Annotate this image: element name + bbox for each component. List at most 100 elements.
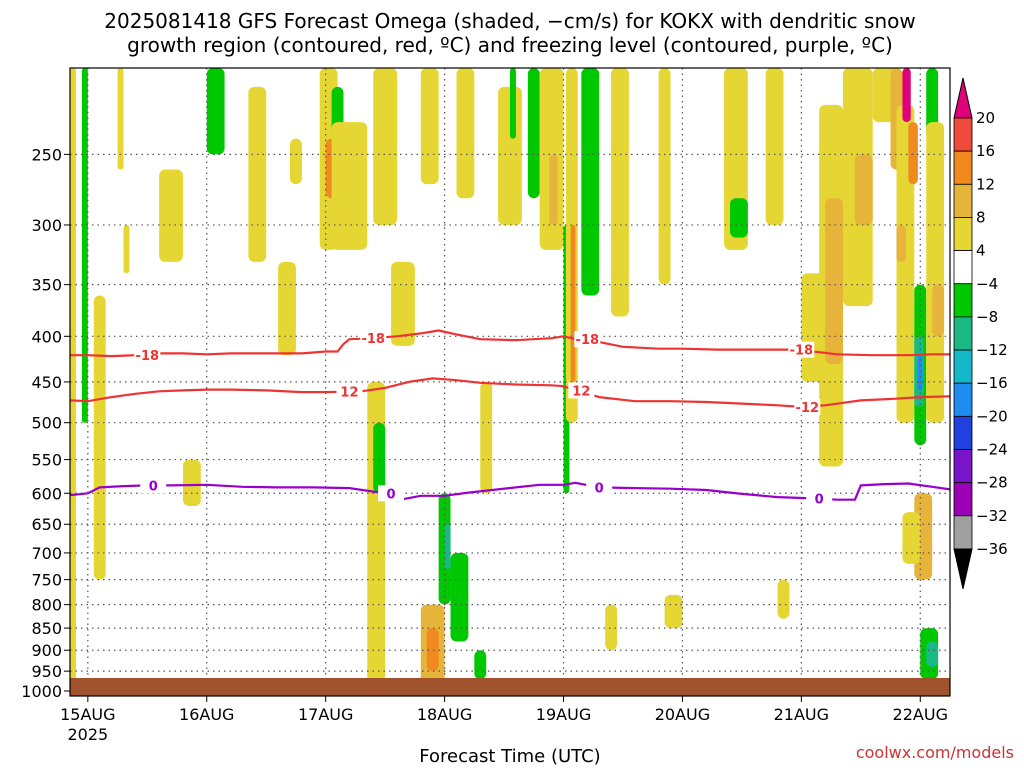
colorbar-segment: [953, 250, 973, 285]
y-tick-label: 700: [31, 544, 62, 563]
contour-label: -18: [790, 344, 814, 359]
omega-region: [373, 422, 386, 494]
omega-region: [917, 355, 923, 391]
omega-region: [777, 579, 790, 619]
colorbar-label: −36: [976, 540, 1008, 558]
y-tick-label: 400: [31, 327, 62, 346]
contour-label: 12: [572, 384, 590, 399]
colorbar-label: 20: [976, 109, 995, 127]
omega-region: [926, 68, 939, 139]
colorbar-segment: [953, 482, 973, 517]
omega-region: [605, 604, 618, 651]
y-tick-label: 650: [31, 515, 62, 534]
colorbar-label: 4: [976, 242, 986, 260]
omega-region: [498, 86, 522, 225]
omega-region: [420, 68, 439, 185]
y-tick-label: 550: [31, 451, 62, 470]
contour-label-bg: [378, 485, 405, 502]
x-tick-label: 20AUG: [655, 705, 710, 724]
omega-region: [206, 68, 225, 155]
omega-region: [765, 68, 784, 225]
omega-region: [117, 68, 124, 170]
omega-region: [456, 68, 475, 199]
omega-region: [480, 381, 493, 494]
omega-region: [444, 524, 451, 570]
omega-region: [896, 104, 915, 423]
y-tick-label: 750: [31, 571, 62, 590]
colorbar-label: −12: [976, 341, 1008, 359]
colorbar-top-arrow: [953, 77, 973, 119]
x-tick-label: 15AUG: [60, 705, 115, 724]
colorbar-segment: [953, 515, 973, 550]
omega-region: [93, 295, 106, 580]
omega-region: [527, 68, 540, 199]
colorbar-label: −4: [976, 275, 998, 293]
omega-region: [658, 68, 671, 285]
x-tick-label: 19AUG: [536, 705, 591, 724]
omega-region: [664, 594, 683, 629]
x-axis-ticks: 15AUG 16AUG 17AUG 18AUG 19AUG 20AUG 21AUG 22AUG…: [60, 696, 948, 744]
colorbar-label: 12: [976, 175, 995, 193]
omega-region: [331, 122, 368, 250]
y-axis-ticks: 250 300 350 400 450 500 550 600 650 700 750 800 850 9…: [21, 145, 70, 701]
chart-title-line2: growth region (contoured, red, ºC) and f…: [127, 33, 893, 57]
omega-region: [159, 169, 183, 262]
contour-label-bg: [134, 347, 161, 364]
omega-region: [570, 224, 576, 382]
y-tick-label: 450: [31, 373, 62, 392]
colorbar-segment: [953, 217, 973, 251]
colorbar-segment: [953, 349, 973, 384]
x-tick-label: 18AUG: [417, 705, 472, 724]
omega-region: [932, 284, 945, 337]
contour-label-bg: [336, 383, 363, 400]
omega-region: [290, 138, 302, 185]
contour-line: [69, 481, 951, 502]
contour-label-bg: [140, 477, 167, 494]
contour-label: 12: [340, 385, 358, 400]
colorbar-label: 16: [976, 142, 995, 160]
x-tick-year: 2025: [67, 725, 108, 744]
omega-region: [549, 154, 558, 225]
omega-region: [896, 224, 906, 262]
omega-region: [854, 154, 873, 225]
contour-label: -18: [136, 349, 160, 364]
omega-region: [426, 628, 439, 672]
omega-region: [730, 198, 748, 238]
y-tick-label: 950: [31, 662, 62, 681]
contour-label: 0: [815, 492, 824, 507]
contour-label-bg: [794, 398, 821, 415]
colorbar-segment: [953, 316, 973, 351]
colorbar-label: −32: [976, 507, 1008, 525]
y-tick-label: 300: [31, 216, 62, 235]
omega-region: [81, 68, 88, 423]
omega-region: [373, 68, 398, 225]
x-tick-label: 17AUG: [298, 705, 353, 724]
y-tick-label: 350: [31, 276, 62, 295]
omega-region: [123, 224, 130, 274]
omega-region: [182, 459, 201, 506]
x-tick-label: 22AUG: [893, 705, 948, 724]
colorbar-label: −28: [976, 474, 1008, 492]
omega-region: [908, 122, 918, 185]
omega-region: [510, 68, 516, 139]
colorbar-segment: [953, 449, 973, 484]
omega-region: [926, 122, 945, 423]
y-tick-label: 250: [31, 145, 62, 164]
grid-lines: [70, 68, 950, 696]
colorbar-label: −20: [976, 407, 1008, 425]
colorbar-label: 8: [976, 208, 986, 226]
colorbar: 20 16 12 8 4 −4 −8 −12 −16 −20 −24 −28 −32 −36: [953, 77, 1008, 590]
colorbar-label: −8: [976, 308, 998, 326]
x-axis-label: Forecast Time (UTC): [419, 746, 600, 767]
y-tick-label: 900: [31, 641, 62, 660]
omega-region: [391, 261, 415, 346]
y-tick-label: 600: [31, 484, 62, 503]
y-tick-label: 1000: [21, 682, 62, 701]
contour-label-bg: [586, 479, 613, 496]
colorbar-label: −16: [976, 374, 1008, 392]
omega-region: [902, 512, 921, 564]
colorbar-segment: [953, 183, 973, 218]
y-tick-label: 500: [31, 414, 62, 433]
contour-label: 0: [387, 487, 396, 502]
